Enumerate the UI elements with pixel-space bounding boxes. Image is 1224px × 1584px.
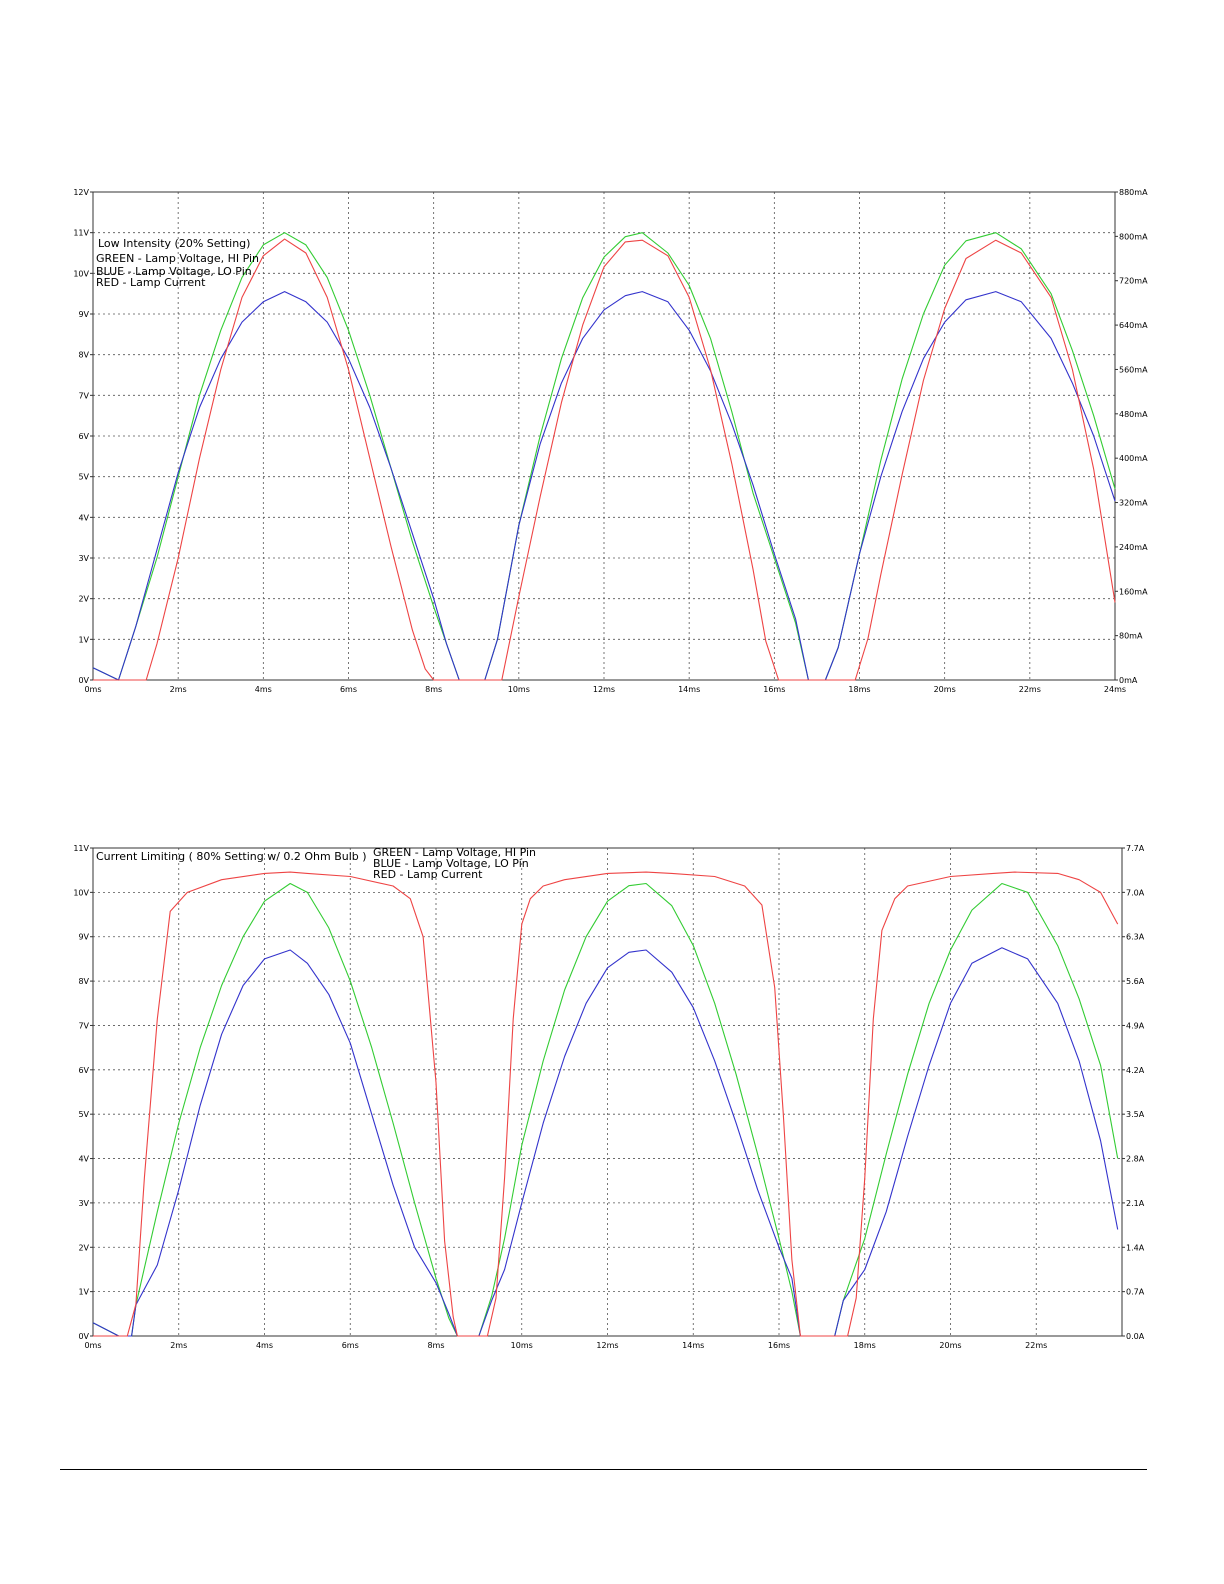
y-left-tick-label: 0V	[78, 1332, 89, 1341]
series-blue-lo-pin	[92, 947, 1119, 1337]
y-left-tick-label: 7V	[78, 391, 89, 400]
y-left-tick-label: 10V	[73, 269, 89, 278]
footer-rule	[60, 1469, 1147, 1470]
chart-annotation-legend: RED - Lamp Current	[373, 868, 483, 881]
y-left-tick-label: 5V	[78, 1110, 89, 1119]
y-right-tick-label: 3.5A	[1126, 1110, 1145, 1119]
y-right-tick-label: 4.9A	[1126, 1021, 1145, 1030]
chart-annotation-legend: RED - Lamp Current	[96, 276, 206, 289]
y-right-tick-label: 0.0A	[1126, 1332, 1145, 1341]
y-left-tick-label: 11V	[73, 844, 89, 853]
y-right-tick-label: 720mA	[1119, 277, 1148, 286]
x-tick-label: 0ms	[84, 685, 101, 694]
y-left-tick-label: 3V	[78, 1199, 89, 1208]
y-right-tick-label: 7.0A	[1126, 888, 1145, 897]
chart-annotation-legend: GREEN - Lamp Voltage, HI Pin	[96, 252, 259, 265]
x-tick-label: 2ms	[170, 685, 187, 694]
x-tick-label: 0ms	[84, 1341, 101, 1350]
y-left-tick-label: 2V	[78, 595, 89, 604]
x-tick-label: 20ms	[934, 685, 956, 694]
x-tick-label: 2ms	[170, 1341, 187, 1350]
y-left-tick-label: 2V	[78, 1243, 89, 1252]
x-tick-label: 24ms	[1104, 685, 1126, 694]
chart-annotation-legend: GREEN - Lamp Voltage, HI Pin	[373, 846, 536, 859]
y-left-tick-label: 11V	[73, 229, 89, 238]
y-left-tick-label: 12V	[73, 188, 89, 197]
y-left-tick-label: 4V	[78, 1155, 89, 1164]
x-tick-label: 8ms	[427, 1341, 444, 1350]
y-left-tick-label: 7V	[78, 1021, 89, 1030]
y-left-tick-label: 3V	[78, 554, 89, 563]
y-left-tick-label: 0V	[78, 676, 89, 685]
series-green-hi-pin	[92, 882, 1119, 1337]
chart-annotation-legend: BLUE - Lamp Voltage, LO Pin	[373, 857, 529, 870]
y-right-tick-label: 800mA	[1119, 232, 1148, 241]
series-red-lamp-current	[93, 871, 1119, 1337]
y-left-tick-label: 8V	[78, 351, 89, 360]
x-tick-label: 16ms	[768, 1341, 790, 1350]
y-right-tick-label: 0.7A	[1126, 1288, 1145, 1297]
x-tick-label: 6ms	[340, 685, 357, 694]
chart-current-limiting-svg: 0ms 2ms 4ms 6ms 8ms 10ms 12ms 14ms 16ms 18ms 20ms 2…	[73, 844, 1145, 1350]
x-tick-label: 8ms	[425, 685, 442, 694]
x-tick-label: 18ms	[854, 1341, 876, 1350]
chart-current-limiting: 0ms 2ms 4ms 6ms 8ms 10ms 12ms 14ms 16ms 18ms 20ms 2…	[0, 836, 1224, 1360]
y-right-tick-label: 160mA	[1119, 587, 1148, 596]
y-right-tick-label: 880mA	[1119, 188, 1148, 197]
y-left-tick-label: 9V	[78, 933, 89, 942]
y-right-tick-label: 2.8A	[1126, 1155, 1145, 1164]
y-right-tick-label: 6.3A	[1126, 933, 1145, 942]
x-tick-label: 18ms	[848, 685, 870, 694]
y-left-tick-label: 1V	[78, 1288, 89, 1297]
y-right-tick-label: 7.7A	[1126, 844, 1145, 853]
y-left-tick-label: 6V	[78, 1066, 89, 1075]
x-tick-label: 20ms	[939, 1341, 961, 1350]
y-right-tick-label: 560mA	[1119, 365, 1148, 374]
x-tick-label: 4ms	[255, 685, 272, 694]
plot-frame	[92, 847, 1123, 1337]
x-tick-label: 10ms	[511, 1341, 533, 1350]
y-left-tick-label: 6V	[78, 432, 89, 441]
y-right-tick-label: 2.1A	[1126, 1199, 1145, 1208]
series-red-lamp-current	[93, 238, 1116, 681]
y-left-tick-label: 8V	[78, 977, 89, 986]
x-tick-label: 12ms	[596, 1341, 618, 1350]
y-left-tick-label: 1V	[78, 635, 89, 644]
y-left-tick-label: 4V	[78, 513, 89, 522]
x-tick-label: 16ms	[763, 685, 785, 694]
chart-annotation-title: Low Intensity (20% Setting)	[98, 237, 250, 250]
x-tick-label: 14ms	[678, 685, 700, 694]
y-right-tick-label: 0mA	[1119, 676, 1138, 685]
x-tick-label: 4ms	[256, 1341, 273, 1350]
x-tick-label: 22ms	[1019, 685, 1041, 694]
y-left-tick-label: 9V	[78, 310, 89, 319]
x-tick-label: 22ms	[1025, 1341, 1047, 1350]
y-right-tick-label: 640mA	[1119, 321, 1148, 330]
chart-annotation-legend: BLUE - Lamp Voltage, LO Pin	[96, 265, 252, 278]
series-blue-lo-pin	[92, 291, 1116, 681]
y-right-tick-label: 4.2A	[1126, 1066, 1145, 1075]
y-right-tick-label: 320mA	[1119, 499, 1148, 508]
y-right-tick-label: 80mA	[1119, 632, 1143, 641]
x-tick-label: 12ms	[593, 685, 615, 694]
y-left-tick-label: 10V	[73, 888, 89, 897]
y-right-tick-label: 480mA	[1119, 410, 1148, 419]
chart-low-intensity: 0ms 2ms 4ms 6ms 8ms 10ms 12ms 14ms 16ms 18ms 20ms 2…	[0, 180, 1224, 704]
x-tick-label: 6ms	[342, 1341, 359, 1350]
chart-annotation-title: Current Limiting ( 80% Setting w/ 0.2 Oh…	[96, 850, 367, 863]
y-right-tick-label: 1.4A	[1126, 1243, 1145, 1252]
series-green-hi-pin	[92, 232, 1116, 681]
y-left-tick-label: 5V	[78, 473, 89, 482]
y-right-tick-label: 400mA	[1119, 454, 1148, 463]
y-right-tick-label: 240mA	[1119, 543, 1148, 552]
chart-low-intensity-svg: 0ms 2ms 4ms 6ms 8ms 10ms 12ms 14ms 16ms 18ms 20ms 2…	[73, 188, 1148, 694]
y-right-tick-label: 5.6A	[1126, 977, 1145, 986]
x-tick-label: 14ms	[682, 1341, 704, 1350]
x-tick-label: 10ms	[508, 685, 530, 694]
